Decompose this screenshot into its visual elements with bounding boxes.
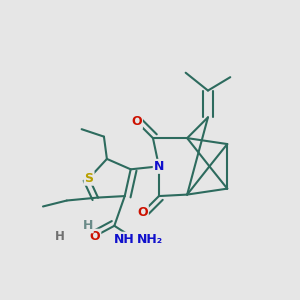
Text: NH: NH bbox=[114, 233, 135, 246]
Text: O: O bbox=[131, 115, 142, 128]
Text: O: O bbox=[90, 230, 100, 243]
Text: O: O bbox=[137, 206, 148, 219]
Text: H: H bbox=[82, 219, 93, 232]
Text: N: N bbox=[154, 160, 164, 173]
Text: ₂: ₂ bbox=[138, 234, 143, 244]
Text: NH₂: NH₂ bbox=[136, 233, 163, 246]
Text: H: H bbox=[54, 230, 64, 243]
Text: S: S bbox=[85, 172, 94, 185]
